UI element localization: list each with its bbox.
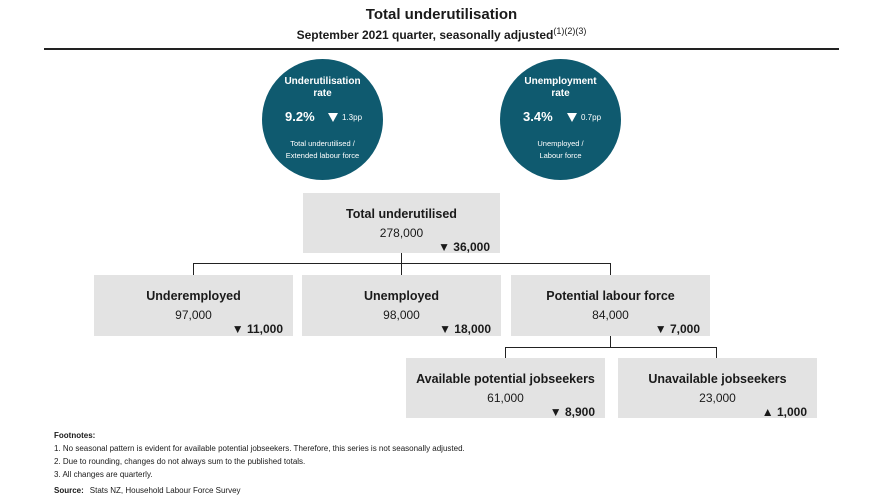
unemployment-rate-circle: Unemployment rate 3.4% 0.7pp Unemployed …: [500, 59, 621, 180]
connector-level2-horizontal: [505, 347, 717, 348]
box-value: 278,000: [379, 226, 424, 240]
potential-labour-force-box: Potential labour force 84,000 ▼ 7,000: [511, 275, 710, 336]
total-underutilised-box: Total underutilised 278,000 ▼ 36,000: [303, 193, 500, 254]
underutilisation-rate-circle: Underutilisation rate 9.2% 1.3pp Total u…: [262, 59, 383, 180]
box-change: ▼ 8,900: [549, 405, 595, 419]
underutilisation-rate-change: 1.3pp: [342, 113, 363, 122]
unavailable-jobseekers-box: Unavailable jobseekers 23,000 ▲ 1,000: [618, 358, 817, 419]
underutilisation-label-line1: Underutilisation: [284, 76, 361, 87]
diagram-subtitle: September 2021 quarter, seasonally adjus…: [0, 26, 883, 42]
box-value: 23,000: [699, 391, 736, 405]
footnote-3: 3. All changes are quarterly.: [54, 470, 153, 479]
source-label: Source:: [54, 486, 84, 495]
footnote-2: 2. Due to rounding, changes do not alway…: [54, 457, 306, 466]
diagram-title: Total underutilisation: [365, 6, 518, 23]
box-change: ▼ 11,000: [231, 322, 283, 336]
unemployment-label-line2: rate: [551, 88, 570, 99]
underutilisation-rate-value: 9.2%: [285, 109, 315, 124]
triangle-down-icon: [567, 113, 577, 122]
connector-to-unavailable: [716, 347, 717, 358]
box-name: Unemployed: [363, 289, 439, 303]
unemployment-rate-label: Unemployment rate: [500, 76, 621, 100]
source-line: Source: Stats NZ, Household Labour Force …: [54, 486, 241, 495]
box-name: Available potential jobseekers: [416, 372, 595, 386]
underutilisation-label-line2: rate: [313, 88, 332, 99]
box-name: Total underutilised: [346, 207, 457, 221]
footnote-1: 1. No seasonal pattern is evident for av…: [54, 444, 465, 453]
box-change: ▼ 7,000: [654, 322, 700, 336]
box-name: Underemployed: [146, 289, 241, 303]
footnotes-heading: Footnotes:: [54, 431, 96, 440]
unemployment-rate-value: 3.4%: [523, 109, 553, 124]
connector-potential-down: [610, 336, 611, 348]
subtitle-footnote-refs: (1)(2)(3): [553, 26, 587, 36]
unemployment-desc-line2: Labour force: [539, 151, 582, 160]
source-text: Stats NZ, Household Labour Force Survey: [89, 486, 241, 495]
triangle-down-icon: [328, 113, 338, 122]
connector-total-down: [401, 253, 402, 264]
box-value: 84,000: [592, 308, 629, 322]
underutilisation-rate-label: Underutilisation rate: [262, 76, 383, 100]
connector-level1-horizontal: [193, 263, 611, 264]
connector-to-potential: [610, 263, 611, 275]
title-divider: [44, 48, 839, 50]
box-value: 98,000: [383, 308, 420, 322]
box-change: ▼ 36,000: [438, 240, 490, 254]
subtitle-text: September 2021 quarter, seasonally adjus…: [296, 28, 554, 42]
unemployment-rate-formula: Unemployed / Labour force: [500, 138, 621, 162]
connector-to-unemployed: [401, 263, 402, 275]
unemployed-box: Unemployed 98,000 ▼ 18,000: [302, 275, 501, 336]
box-name: Unavailable jobseekers: [648, 372, 787, 386]
connector-to-available: [505, 347, 506, 358]
underutilisation-rate-formula: Total underutilised / Extended labour fo…: [262, 138, 383, 162]
connector-to-underemployed: [193, 263, 194, 275]
unemployment-desc-line1: Unemployed /: [537, 139, 584, 148]
underutilisation-desc-line2: Extended labour force: [285, 151, 360, 160]
box-name: Potential labour force: [546, 289, 675, 303]
underutilisation-desc-line1: Total underutilised /: [290, 139, 355, 148]
underemployed-box: Underemployed 97,000 ▼ 11,000: [94, 275, 293, 336]
box-change: ▼ 18,000: [439, 322, 491, 336]
available-potential-jobseekers-box: Available potential jobseekers 61,000 ▼ …: [406, 358, 605, 419]
box-value: 97,000: [175, 308, 212, 322]
box-change: ▲ 1,000: [761, 405, 807, 419]
unemployment-rate-change: 0.7pp: [581, 113, 602, 122]
unemployment-label-line1: Unemployment: [524, 76, 597, 87]
box-value: 61,000: [487, 391, 524, 405]
